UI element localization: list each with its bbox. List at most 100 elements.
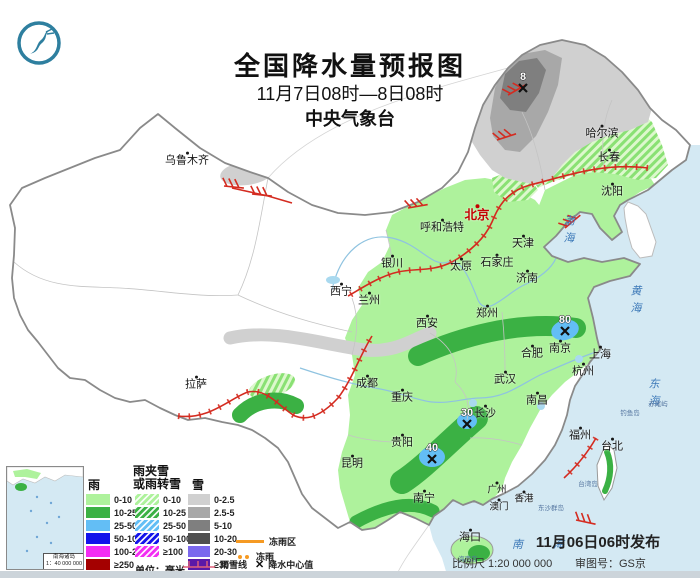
svg-text:40: 40 [426,442,438,454]
city-label: 西宁 [330,282,352,299]
city-label: 南昌 [526,391,548,408]
city-label: 长沙 [474,404,496,421]
svg-text:80: 80 [559,314,571,326]
lakes [326,276,583,410]
legend-sleet-title: 雨夹雪 或雨转雪 [133,464,182,492]
publish-time: 11月06日06时发布 [535,534,661,551]
city-label: 台北 [601,437,623,454]
swatch [135,546,159,557]
island-label-dongsha: 东沙群岛 [538,505,564,512]
city-label: 西安 [416,314,438,331]
city-label: 郑州 [476,304,498,321]
freezing-zone-line-icon [236,540,264,543]
city-label: 太原 [450,257,472,274]
map-title: 全国降水量预报图 [233,51,466,81]
freezing-rain-dot-icon [245,554,249,559]
city-label: 武汉 [494,370,516,387]
city-label: 合肥 [521,344,543,361]
city-label: 天津 [512,234,534,251]
city-label: 南宁 [413,489,435,506]
city-label: 广州 [487,481,507,495]
swatch [135,533,159,544]
legend-snow-title: 雪 [192,478,205,492]
city-label: 南京 [549,339,571,356]
rain-snow-line-icon [183,560,215,568]
city-label: 杭州 [572,362,594,379]
city-label: 海口 [459,528,481,545]
swatch [135,520,159,531]
sea-label-south-china-sea: 南海 [512,539,594,551]
swatch [86,546,110,557]
legend-rain-scale: 0-10 10-25 25-50 50-100 100-250 ≥250 [86,494,147,571]
swatch [86,507,110,518]
island-label-taiwan: 台湾岛 [578,481,598,488]
legend-freezing-zone: 冻雨区 [236,535,296,548]
korea-landmass [623,201,657,259]
marker-guizhou-center: 40 [425,442,439,464]
island-label-chiwei: 赤尾屿 [648,401,668,408]
svg-text:8: 8 [520,71,526,83]
legend-sleet-scale: 0-10 10-25 25-50 50-100 ≥100 [135,494,191,558]
city-label: 上海 [589,345,611,362]
rivers [299,236,597,404]
hainan-island [450,535,494,565]
city-label: 石家庄 [481,253,514,270]
swatch [188,507,210,518]
city-label: 澳门 [489,498,509,512]
swatch [188,546,210,557]
province-borders [13,99,613,446]
foreign-borders [267,67,509,573]
swatch [86,533,110,544]
marker-nanjing-center: 80 [558,314,572,336]
swatch [86,520,110,531]
swatch [135,494,159,505]
city-label: 长春 [598,148,620,165]
swatch [135,507,159,518]
precip-center-markers: 8 80 30 40 [425,71,572,464]
china-border [9,39,691,531]
svg-text:30: 30 [461,407,473,419]
precip-layers [220,40,668,530]
city-label: 贵阳 [391,433,413,450]
city-label: 沈阳 [601,182,623,199]
inset-map [7,467,83,553]
taiwan-island [596,442,618,502]
inset-scale-box: 南海诸岛 1：40 000 000 [43,553,83,569]
sea-label-bohai: 渤海 [562,215,574,249]
swatch [86,559,110,570]
city-label: 重庆 [391,388,413,405]
city-label: 乌鲁木齐 [165,151,209,168]
forecast-period: 11月7日08时—8日08时 [256,84,444,104]
south-china-sea-inset: 南海诸岛 1：40 000 000 [6,466,84,570]
swatch [188,533,210,544]
ocean [429,145,700,578]
sea-label-yellow-sea: 黄海 [629,285,641,319]
city-label: 福州 [569,426,591,443]
legend-snow-scale: 0-2.5 2.5-5 5-10 10-20 20-30 ≥30 [188,494,237,571]
swatch [188,494,210,505]
city-label: 香港 [514,490,534,504]
city-label-capital: 北京 [464,204,490,222]
marker-snow-center: 8 [518,71,528,93]
legend-rain-title: 雨 [88,478,101,492]
island-label-diaoyu: 钓鱼岛 [620,410,640,417]
city-label: 济南 [516,269,538,286]
marker-changsha-center: 30 [460,407,474,429]
city-label: 拉萨 [185,375,207,392]
swatch [86,494,110,505]
legend-rain-snow-line: 雨雪线 ✕ 降水中心值 [182,558,313,571]
swatch [188,520,210,531]
center-value-x-icon: ✕ [255,559,265,571]
city-label: 哈尔滨 [586,124,619,141]
city-label: 呼和浩特 [420,218,464,235]
cma-logo [17,21,61,65]
legend-freezing-rain: 冻雨 [238,550,274,563]
city-label: 成都 [356,374,378,391]
map-scale: 比例尺 1:20 000 000 [452,558,553,570]
issuing-agency: 中央气象台 [305,109,395,129]
island-label-hainan: 海南岛 [458,556,478,563]
bottom-bar [0,571,700,578]
swatch [188,559,210,570]
